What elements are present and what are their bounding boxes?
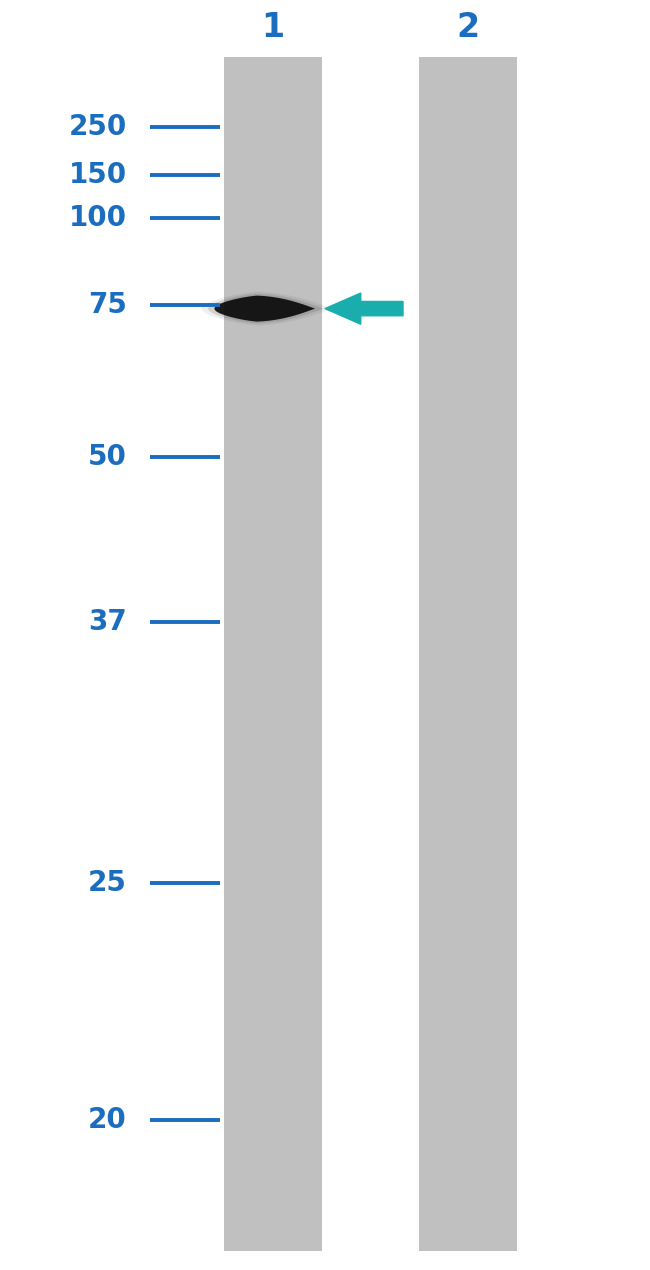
Text: 1: 1	[261, 11, 285, 44]
Text: 250: 250	[68, 113, 127, 141]
FancyArrow shape	[325, 293, 403, 324]
Bar	[419, 57, 517, 1251]
Text: 50: 50	[88, 443, 127, 471]
Text: 37: 37	[88, 608, 127, 636]
Bar	[224, 57, 322, 1251]
Text: 20: 20	[88, 1106, 127, 1134]
Polygon shape	[208, 293, 324, 324]
Text: 25: 25	[88, 869, 127, 897]
Text: 75: 75	[88, 291, 127, 319]
Text: 100: 100	[69, 204, 127, 232]
Polygon shape	[214, 296, 315, 321]
Text: 150: 150	[69, 161, 127, 189]
Text: 2: 2	[456, 11, 480, 44]
Polygon shape	[202, 292, 333, 325]
